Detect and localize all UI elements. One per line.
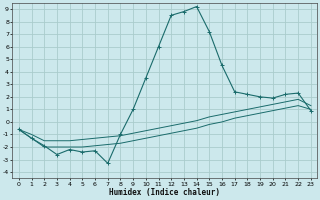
X-axis label: Humidex (Indice chaleur): Humidex (Indice chaleur) — [109, 188, 220, 197]
